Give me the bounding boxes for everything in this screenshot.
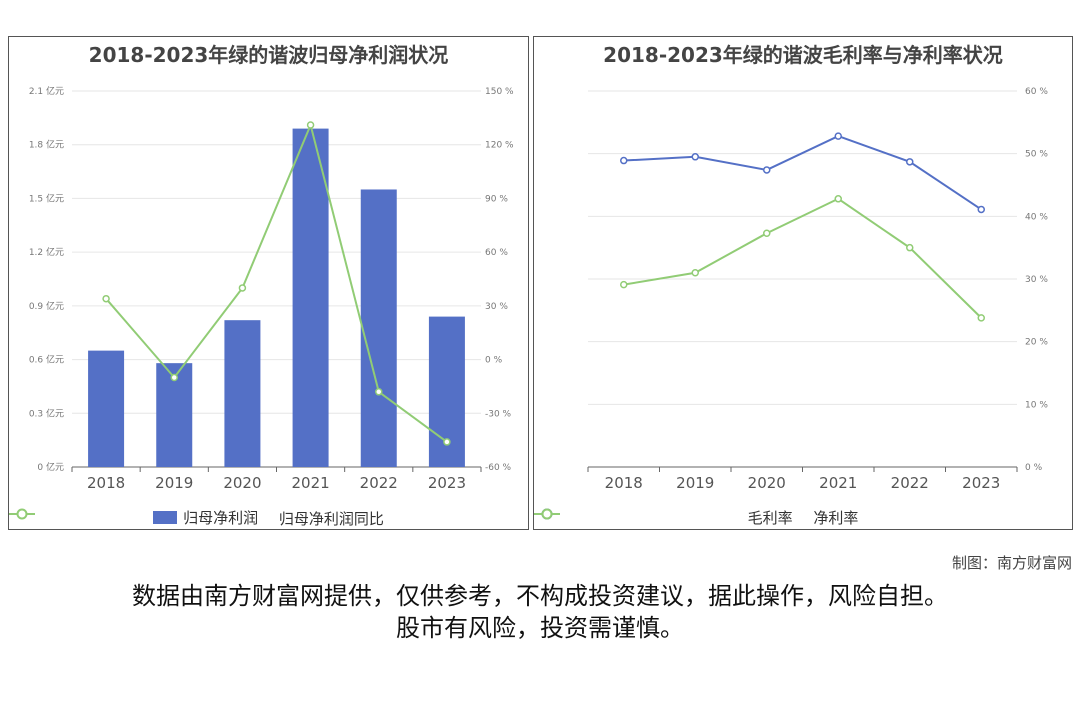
point-net-profit-yoy [443,438,451,446]
legend-label-net-profit: 归母净利润 [183,509,259,527]
bar-net-profit [88,350,125,467]
y-left-tick-label: 0 亿元 [37,461,64,473]
y-right-tick-label: -30 % [485,409,512,419]
x-tick-label: 2022 [891,474,929,492]
y-right-tick-label: 0 % [1025,463,1043,473]
chart-title-margin: 2018-2023年绿的谐波毛利率与净利率状况 [603,43,1003,67]
point-gross-margin [834,132,842,140]
point-net-profit-yoy [102,294,110,303]
x-tick-label: 2022 [360,474,398,492]
net-profit-chart-panel: 0 亿元 -60 % 0.3 亿元 -30 % 0.6 亿元 0 % 0.9 亿元 30 % 1… [8,36,529,530]
point-net-profit-yoy [306,121,315,129]
y-right-tick-label: 0 % [485,356,503,366]
series-line-net-margin [623,197,982,319]
y-right-tick-label: 150 % [485,87,514,97]
y-left-tick-label: 1.8 亿元 [29,139,64,151]
bar-net-profit [360,189,397,467]
x-tick-label: 2019 [676,474,714,492]
point-net-profit-yoy [170,373,178,382]
y-left-tick-label: 1.2 亿元 [29,246,64,258]
y-right-tick-label: 50 % [1025,150,1048,160]
point-gross-margin [763,166,771,174]
legend-line-swatch-green [534,508,560,520]
point-net-profit-yoy [375,388,383,396]
legend-item-net-margin[interactable]: 净利率 [534,507,859,528]
y-left-tick-label: 1.5 亿元 [29,192,64,204]
margin-chart: 0 % 10 % 20 % 30 % 40 % 50 % 60 % 2018 2019 2020 2… [587,87,1048,492]
y-right-tick-label: 20 % [1025,338,1048,348]
point-gross-margin [906,158,914,166]
margin-chart-panel: 0 % 10 % 20 % 30 % 40 % 50 % 60 % 2018 2019 2020 2… [533,36,1073,530]
legend-label-net-profit-yoy: 归母净利润同比 [278,510,384,528]
y-left-tick-label: 2.1 亿元 [29,85,64,97]
series-line-gross-margin [623,135,982,211]
point-net-margin [620,280,628,289]
point-net-margin [906,243,914,252]
legend-margin: 毛利率 净利率 [534,507,1072,528]
disclaimer-line-1: 数据由南方财富网提供，仅供参考，不构成投资建议，据此操作，风险自担。 [132,582,948,610]
x-tick-label: 2020 [223,474,261,492]
point-net-margin [691,268,699,277]
disclaimer-line-2: 股市有风险，投资需谨慎。 [396,614,684,642]
y-left-tick-label: 0.6 亿元 [29,354,64,366]
legend-net-profit: 归母净利润 归母净利润同比 [9,507,528,529]
y-right-tick-label: 60 % [485,248,508,258]
point-net-profit-yoy [238,284,247,292]
y-right-tick-label: 120 % [485,141,514,151]
point-net-margin [763,229,771,238]
net-profit-chart: 0 亿元 -60 % 0.3 亿元 -30 % 0.6 亿元 0 % 0.9 亿元 30 % 1… [29,85,514,492]
chart-title-net-profit: 2018-2023年绿的谐波归母净利润状况 [88,43,449,67]
x-tick-label: 2020 [748,474,786,492]
chart-credit: 制图：南方财富网 [951,554,1072,572]
bar-net-profit [224,320,261,467]
y-left-tick-label: 0.3 亿元 [29,407,64,419]
point-net-margin [977,314,985,322]
point-gross-margin [977,205,985,214]
disclaimer: 数据由南方财富网提供，仅供参考，不构成投资建议，据此操作，风险自担。 股市有风险… [0,580,1080,644]
legend-label-net-margin: 净利率 [813,509,859,527]
y-right-tick-label: -60 % [485,463,512,473]
point-net-margin [834,195,842,203]
legend-item-net-profit[interactable]: 归母净利润 [153,507,258,528]
x-tick-label: 2019 [155,474,193,492]
series-line-net-profit-yoy [105,121,448,443]
x-tick-label: 2018 [87,474,125,492]
legend-label-gross-margin: 毛利率 [747,509,793,527]
y-right-tick-label: 10 % [1025,400,1048,410]
x-tick-label: 2021 [819,474,857,492]
legend-item-net-profit-yoy[interactable]: 归母净利润同比 [9,508,384,529]
y-right-tick-label: 30 % [1025,275,1048,285]
legend-bar-swatch [153,511,178,524]
x-tick-label: 2018 [605,474,643,492]
legend-line-swatch-green [9,508,35,520]
y-right-tick-label: 30 % [485,302,508,312]
point-gross-margin [620,156,628,165]
y-right-tick-label: 90 % [485,194,508,204]
point-gross-margin [691,153,699,161]
legend-item-gross-margin[interactable]: 毛利率 [534,507,793,528]
bar-net-profit [292,128,329,467]
y-left-tick-label: 0.9 亿元 [29,300,64,312]
y-right-tick-label: 60 % [1025,87,1048,97]
x-tick-label: 2023 [428,474,466,492]
y-right-tick-label: 40 % [1025,212,1048,222]
x-tick-label: 2021 [291,474,329,492]
x-tick-label: 2023 [962,474,1000,492]
